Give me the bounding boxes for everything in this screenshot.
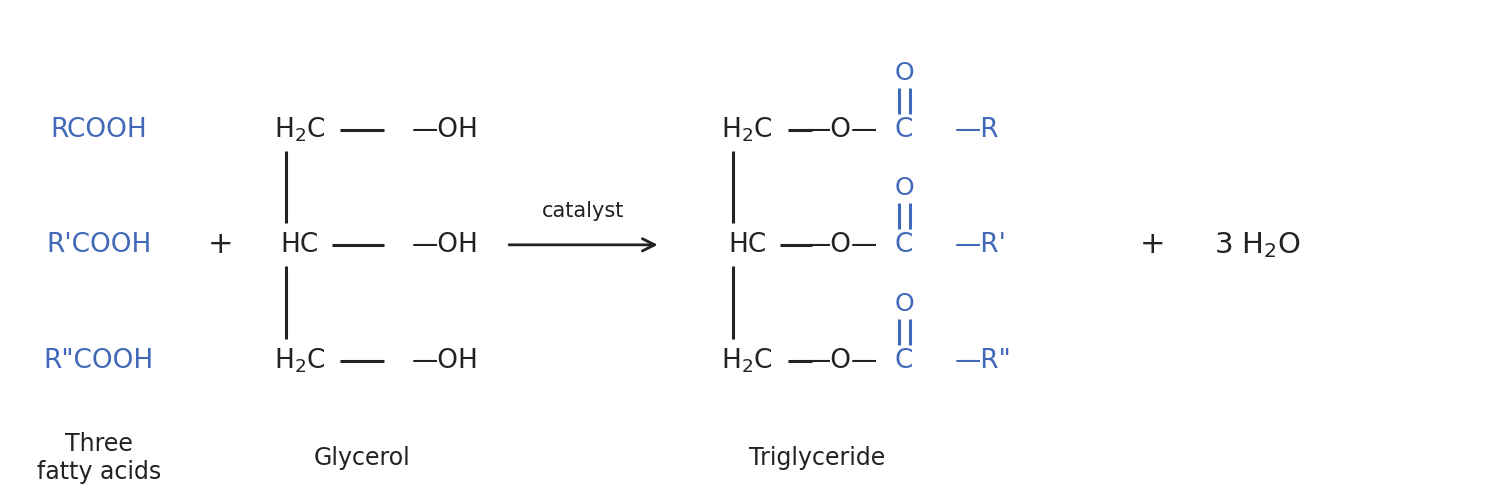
Text: HC: HC <box>728 232 766 258</box>
Text: catalyst: catalyst <box>542 201 624 221</box>
Text: HC: HC <box>280 232 318 258</box>
Text: —O—: —O— <box>806 348 877 374</box>
Text: O: O <box>894 176 914 201</box>
Text: Three
fatty acids: Three fatty acids <box>36 432 160 484</box>
Text: C: C <box>896 348 914 374</box>
Text: C: C <box>896 232 914 258</box>
Text: —OH: —OH <box>413 232 478 258</box>
Text: +: + <box>1140 230 1166 259</box>
Text: H$_2$C: H$_2$C <box>722 116 772 144</box>
Text: —R: —R <box>956 117 999 143</box>
Text: —OH: —OH <box>413 117 478 143</box>
Text: 3 H$_2$O: 3 H$_2$O <box>1214 230 1300 260</box>
Text: —O—: —O— <box>806 117 877 143</box>
Text: Glycerol: Glycerol <box>314 446 411 470</box>
Text: Triglyceride: Triglyceride <box>748 446 885 470</box>
Text: —OH: —OH <box>413 348 478 374</box>
Text: —R': —R' <box>956 232 1006 258</box>
Text: C: C <box>896 117 914 143</box>
Text: O: O <box>894 292 914 316</box>
Text: H$_2$C: H$_2$C <box>273 346 326 375</box>
Text: —R": —R" <box>956 348 1011 374</box>
Text: —O—: —O— <box>806 232 877 258</box>
Text: O: O <box>894 61 914 85</box>
Text: RCOOH: RCOOH <box>51 117 147 143</box>
Text: R'COOH: R'COOH <box>46 232 152 258</box>
Text: H$_2$C: H$_2$C <box>273 116 326 144</box>
Text: R"COOH: R"COOH <box>44 348 154 374</box>
Text: H$_2$C: H$_2$C <box>722 346 772 375</box>
Text: +: + <box>209 230 234 259</box>
